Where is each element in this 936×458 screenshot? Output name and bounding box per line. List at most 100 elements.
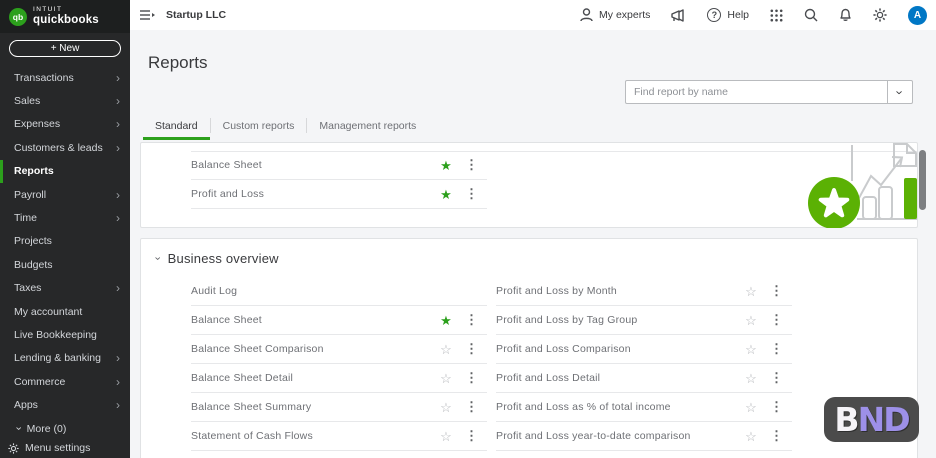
report-row-balance-sheet-comparison[interactable]: Balance Sheet Comparison ☆ ⋮ [191,335,487,364]
favorite-star-icon[interactable]: ☆ [440,341,452,357]
megaphone-icon [671,8,685,22]
kebab-menu-icon[interactable]: ⋮ [465,428,478,443]
kebab-menu-icon[interactable]: ⋮ [770,370,783,385]
search-icon [804,8,818,22]
kebab-menu-icon[interactable]: ⋮ [770,341,783,356]
kebab-menu-icon[interactable]: ⋮ [465,186,478,201]
sidebar-item-payroll[interactable]: Payroll › [14,187,120,202]
help-button[interactable]: ? Help [707,8,749,22]
sidebar-item-budgets[interactable]: Budgets [14,258,53,271]
report-link[interactable]: Balance Sheet [191,159,262,171]
chevron-right-icon: › [116,70,120,85]
search-input[interactable] [626,81,887,103]
kebab-menu-icon[interactable]: ⋮ [465,399,478,414]
report-row-pl-comparison[interactable]: Profit and Loss Comparison ☆ ⋮ [496,335,792,364]
report-row-balance-sheet[interactable]: Balance Sheet ★ ⋮ [191,151,487,180]
report-row-pl-by-month[interactable]: Profit and Loss by Month ☆ ⋮ [496,277,792,306]
report-row-business-snapshot[interactable]: Business Snapshot ☆ [191,451,487,458]
sidebar-item-lending-banking[interactable]: Lending & banking › [14,351,120,366]
report-link[interactable]: Profit and Loss by Month [496,285,617,297]
favorite-star-icon[interactable]: ★ [440,157,452,173]
sidebar-item-time[interactable]: Time › [14,211,120,226]
favorite-star-icon[interactable]: ☆ [440,428,452,444]
sidebar-item-apps[interactable]: Apps › [14,398,120,413]
report-row-profit-and-loss[interactable]: Profit and Loss ★ ⋮ [191,180,487,209]
kebab-menu-icon[interactable]: ⋮ [770,428,783,443]
sidebar-item-sales[interactable]: Sales › [14,94,120,109]
favorite-star-icon[interactable]: ☆ [745,399,757,415]
sidebar-item-customers-leads[interactable]: Customers & leads › [14,140,120,155]
report-list-left: Audit Log Balance Sheet ★ ⋮ Balance Shee… [191,277,487,458]
report-link[interactable]: Profit and Loss as % of total income [496,401,671,413]
report-row-pl-percent-total-income[interactable]: Profit and Loss as % of total income ☆ ⋮ [496,393,792,422]
report-link[interactable]: Profit and Loss Comparison [496,343,631,355]
kebab-menu-icon[interactable]: ⋮ [770,283,783,298]
report-link[interactable]: Statement of Cash Flows [191,430,313,442]
sidebar-item-commerce[interactable]: Commerce › [14,374,120,389]
report-row-balance-sheet[interactable]: Balance Sheet ★ ⋮ [191,306,487,335]
report-link[interactable]: Balance Sheet Detail [191,372,294,384]
favorite-star-icon[interactable]: ★ [440,186,452,202]
new-button[interactable]: + New [9,40,121,57]
report-link[interactable]: Balance Sheet Comparison [191,343,324,355]
business-overview-header[interactable]: › Business overview [151,251,279,266]
report-row-balance-sheet-summary[interactable]: Balance Sheet Summary ☆ ⋮ [191,393,487,422]
report-link[interactable]: Profit and Loss by Tag Group [496,314,638,326]
my-experts-button[interactable]: My experts [580,8,650,22]
menu-settings-button[interactable]: Menu settings [8,442,90,454]
report-row-pl-ytd-comparison[interactable]: Profit and Loss year-to-date comparison … [496,422,792,451]
sidebar-item-taxes[interactable]: Taxes › [14,281,120,296]
sidebar-item-projects[interactable]: Projects [14,235,52,248]
kebab-menu-icon[interactable]: ⋮ [465,312,478,327]
kebab-menu-icon[interactable]: ⋮ [465,341,478,356]
report-link[interactable]: Profit and Loss Detail [496,372,601,384]
report-list-right: Profit and Loss by Month ☆ ⋮ Profit and … [496,277,792,451]
kebab-menu-icon[interactable]: ⋮ [770,312,783,327]
favorite-star-icon[interactable]: ★ [440,312,452,328]
main-content: Startup LLC My experts ? Help [130,0,936,458]
vertical-scrollbar[interactable] [919,150,926,210]
report-row-audit-log[interactable]: Audit Log [191,277,487,306]
section-title: Business overview [167,251,279,266]
sidebar-item-expenses[interactable]: Expenses › [14,117,120,132]
favorite-star-icon[interactable]: ☆ [745,428,757,444]
kebab-menu-icon[interactable]: ⋮ [465,157,478,172]
favorite-star-icon[interactable]: ☆ [440,399,452,415]
favorite-star-icon[interactable]: ☆ [440,370,452,386]
notifications-button[interactable] [839,8,852,22]
collapse-section-icon[interactable]: › [151,256,164,261]
sidebar-item-transactions[interactable]: Transactions › [14,70,120,85]
tab-management-reports[interactable]: Management reports [319,120,417,132]
search-dropdown-button[interactable]: › [887,81,912,103]
search-button[interactable] [804,8,818,22]
tab-custom-reports[interactable]: Custom reports [222,120,295,132]
tab-standard[interactable]: Standard [143,114,210,140]
favorite-star-icon[interactable]: ☆ [745,283,757,299]
favorite-star-icon[interactable]: ☆ [745,341,757,357]
report-link[interactable]: Balance Sheet [191,314,262,326]
report-link[interactable]: Balance Sheet Summary [191,401,312,413]
report-row-pl-by-tag-group[interactable]: Profit and Loss by Tag Group ☆ ⋮ [496,306,792,335]
report-row-balance-sheet-detail[interactable]: Balance Sheet Detail ☆ ⋮ [191,364,487,393]
sidebar-item-my-accountant[interactable]: My accountant [14,305,83,318]
favorite-star-icon[interactable]: ☆ [745,312,757,328]
report-row-statement-of-cash-flows[interactable]: Statement of Cash Flows ☆ ⋮ [191,422,487,451]
collapse-sidebar-button[interactable] [140,9,155,21]
favorite-star-icon[interactable]: ☆ [745,370,757,386]
kebab-menu-icon[interactable]: ⋮ [465,370,478,385]
apps-grid-button[interactable] [770,9,783,22]
report-row-pl-detail[interactable]: Profit and Loss Detail ☆ ⋮ [496,364,792,393]
sidebar-item-live-bookkeeping[interactable]: Live Bookkeeping [14,328,97,341]
avatar[interactable]: A [908,5,927,25]
settings-button[interactable] [873,8,887,22]
company-name[interactable]: Startup LLC [166,9,227,21]
announcements-button[interactable] [671,8,686,22]
report-link[interactable]: Audit Log [191,285,238,297]
sidebar-item-reports[interactable]: Reports [0,159,130,183]
sidebar-item-more[interactable]: › More (0) [12,422,67,435]
kebab-menu-icon[interactable]: ⋮ [770,399,783,414]
quickbooks-logo[interactable]: qb INTUIT quickbooks [0,0,130,33]
report-link[interactable]: Profit and Loss year-to-date comparison [496,430,691,442]
report-link[interactable]: Profit and Loss [191,188,265,200]
